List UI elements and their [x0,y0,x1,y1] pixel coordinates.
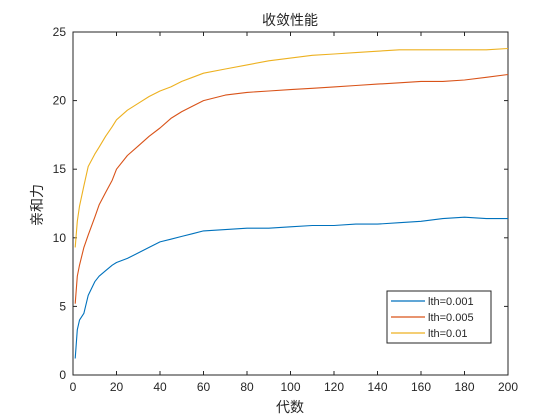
y-tick-label: 20 [53,94,67,108]
y-tick-label: 15 [53,162,67,176]
legend: lth=0.001 lth=0.005 lth=0.01 [386,290,492,344]
y-tick-label: 25 [53,25,67,39]
series-line-3 [74,47,509,248]
chart-title: 收敛性能 [262,13,318,29]
legend-label: lth=0.01 [428,328,467,340]
x-tick-label: 80 [240,380,254,394]
series-line-2 [74,73,509,304]
x-tick-label: 0 [70,380,77,394]
x-tick-label: 120 [324,380,344,394]
x-tick-label: 200 [498,380,518,394]
x-tick-label: 40 [153,380,167,394]
y-tick-label: 5 [59,299,66,313]
x-tick-label: 160 [411,380,431,394]
x-tick-label: 140 [367,380,387,394]
x-tick-label: 20 [110,380,124,394]
legend-label: lth=0.005 [428,312,474,324]
y-axis-title: 亲和力 [30,184,46,226]
y-tick-label: 0 [59,368,66,382]
x-tick-label: 100 [280,380,300,394]
legend-label: lth=0.001 [428,296,474,308]
y-tick-label: 10 [53,231,67,245]
x-tick-label: 60 [197,380,211,394]
series-line-1 [74,216,508,359]
x-tick-label: 180 [454,380,474,394]
x-axis-title: 代数 [276,400,304,416]
